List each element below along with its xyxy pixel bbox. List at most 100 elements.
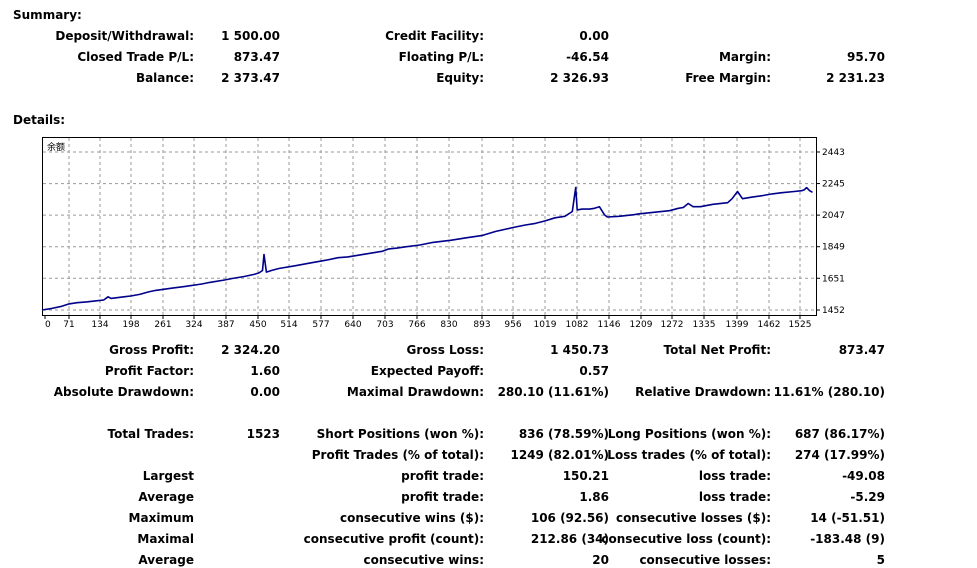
loss-trades-value: 274 (17.99%) <box>794 448 885 462</box>
average-profit-label: profit trade: <box>401 490 484 504</box>
long-positions-value: 687 (86.17%) <box>794 427 885 441</box>
maximal-consecutive-profit-label: consecutive profit (count): <box>303 532 484 546</box>
max-consecutive-wins-value: 106 (92.56) <box>530 511 609 525</box>
x-tick-label: 1462 <box>758 320 781 330</box>
x-tick-label: 1082 <box>566 320 589 330</box>
x-tick-label: 1272 <box>661 320 684 330</box>
chart-title: 余额 <box>47 143 66 153</box>
relative-drawdown-value: 11.61% (280.10) <box>773 385 885 399</box>
profit-factor-label: Profit Factor: <box>104 364 194 378</box>
gross-profit-value: 2 324.20 <box>221 343 280 357</box>
chart-frame <box>42 137 817 316</box>
maximal-consecutive-profit-value: 212.86 (34) <box>530 532 609 546</box>
largest-profit-value: 150.21 <box>562 469 609 483</box>
equity-value: 2 326.93 <box>550 71 609 85</box>
closed-pl-label: Closed Trade P/L: <box>77 50 194 64</box>
max-consecutive-losses-label: consecutive losses ($): <box>615 511 771 525</box>
summary-heading: Summary: <box>13 8 82 22</box>
max-consecutive-wins-label: consecutive wins ($): <box>339 511 484 525</box>
balance-label: Balance: <box>135 71 194 85</box>
gross-profit-label: Gross Profit: <box>109 343 194 357</box>
total-net-profit-label: Total Net Profit: <box>663 343 771 357</box>
total-trades-value: 1523 <box>246 427 280 441</box>
balance-chart-svg: 2443 2245 2047 1849 1651 1452 0 71 134 198 261 324 3… <box>41 137 845 330</box>
details-heading: Details: <box>13 113 66 127</box>
avg-consecutive-wins-value: 20 <box>592 553 609 567</box>
x-tick-label: 134 <box>91 320 108 330</box>
floating-pl-label: Floating P/L: <box>398 50 484 64</box>
deposit-label: Deposit/Withdrawal: <box>55 29 194 43</box>
x-tick-label: 830 <box>440 320 457 330</box>
free-margin-value: 2 231.23 <box>826 71 885 85</box>
largest-loss-label: loss trade: <box>698 469 771 483</box>
margin-value: 95.70 <box>847 50 885 64</box>
floating-pl-value: -46.54 <box>566 50 609 64</box>
x-tick-label: 0 <box>45 320 51 330</box>
maximal-consecutive-loss-value: -183.48 (9) <box>810 532 885 546</box>
maximal-consecutive-loss-label: consecutive loss (count): <box>601 532 771 546</box>
x-tick-label: 198 <box>122 320 139 330</box>
x-tick-label: 1335 <box>693 320 716 330</box>
x-tick-label: 71 <box>63 320 74 330</box>
max-consecutive-losses-value: 14 (-51.51) <box>810 511 885 525</box>
balance-line <box>41 186 813 311</box>
profit-factor-value: 1.60 <box>250 364 280 378</box>
profit-trades-value: 1249 (82.01%) <box>510 448 609 462</box>
x-tick-label: 387 <box>217 320 234 330</box>
long-positions-label: Long Positions (won %): <box>607 427 771 441</box>
y-tick-label: 1452 <box>822 306 845 316</box>
x-tick-label: 703 <box>376 320 393 330</box>
relative-drawdown-label: Relative Drawdown: <box>635 385 771 399</box>
x-tick-label: 1209 <box>630 320 653 330</box>
avg-consecutive-wins-label: consecutive wins: <box>363 553 484 567</box>
closed-pl-value: 873.47 <box>233 50 280 64</box>
credit-label: Credit Facility: <box>385 29 484 43</box>
largest-profit-label: profit trade: <box>401 469 484 483</box>
gross-loss-label: Gross Loss: <box>406 343 484 357</box>
x-tick-label: 577 <box>312 320 329 330</box>
short-positions-value: 836 (78.59%) <box>518 427 609 441</box>
x-tick-label: 450 <box>249 320 266 330</box>
maximal-label: Maximal <box>137 532 194 546</box>
x-tick-label: 1399 <box>726 320 749 330</box>
largest-label: Largest <box>142 469 194 483</box>
average-loss-value: -5.29 <box>850 490 885 504</box>
x-tick-label: 893 <box>473 320 490 330</box>
total-trades-label: Total Trades: <box>107 427 194 441</box>
x-tick-label: 1525 <box>789 320 812 330</box>
maximal-drawdown-value: 280.10 (11.61%) <box>497 385 609 399</box>
x-tick-label: 766 <box>408 320 425 330</box>
largest-loss-value: -49.08 <box>842 469 885 483</box>
x-tick-label: 956 <box>504 320 521 330</box>
absolute-drawdown-label: Absolute Drawdown: <box>53 385 194 399</box>
x-tick-label: 1146 <box>598 320 621 330</box>
balance-value: 2 373.47 <box>221 71 280 85</box>
x-tick-label: 1019 <box>534 320 557 330</box>
short-positions-label: Short Positions (won %): <box>316 427 484 441</box>
deposit-value: 1 500.00 <box>221 29 280 43</box>
loss-trades-label: Loss trades (% of total): <box>607 448 771 462</box>
maximum-label: Maximum <box>128 511 194 525</box>
y-tick-label: 1849 <box>822 243 845 253</box>
free-margin-label: Free Margin: <box>685 71 771 85</box>
maximal-drawdown-label: Maximal Drawdown: <box>346 385 484 399</box>
x-tick-label: 261 <box>154 320 171 330</box>
x-tick-label: 324 <box>185 320 202 330</box>
credit-value: 0.00 <box>579 29 609 43</box>
profit-trades-label: Profit Trades (% of total): <box>311 448 484 462</box>
total-net-profit-value: 873.47 <box>838 343 885 357</box>
balance-chart: 2443 2245 2047 1849 1651 1452 0 71 134 198 261 324 3… <box>41 137 845 330</box>
equity-label: Equity: <box>436 71 484 85</box>
expected-payoff-value: 0.57 <box>579 364 609 378</box>
y-tick-label: 2245 <box>822 180 845 190</box>
gross-loss-value: 1 450.73 <box>550 343 609 357</box>
y-tick-label: 2047 <box>822 211 845 221</box>
y-tick-label: 1651 <box>822 274 845 284</box>
y-tick-label: 2443 <box>822 148 845 158</box>
x-tick-label: 514 <box>280 320 297 330</box>
avg-consecutive-losses-label: consecutive losses: <box>639 553 771 567</box>
average-profit-value: 1.86 <box>579 490 609 504</box>
average-consecutive-label: Average <box>138 553 194 567</box>
average-loss-label: loss trade: <box>698 490 771 504</box>
absolute-drawdown-value: 0.00 <box>250 385 280 399</box>
